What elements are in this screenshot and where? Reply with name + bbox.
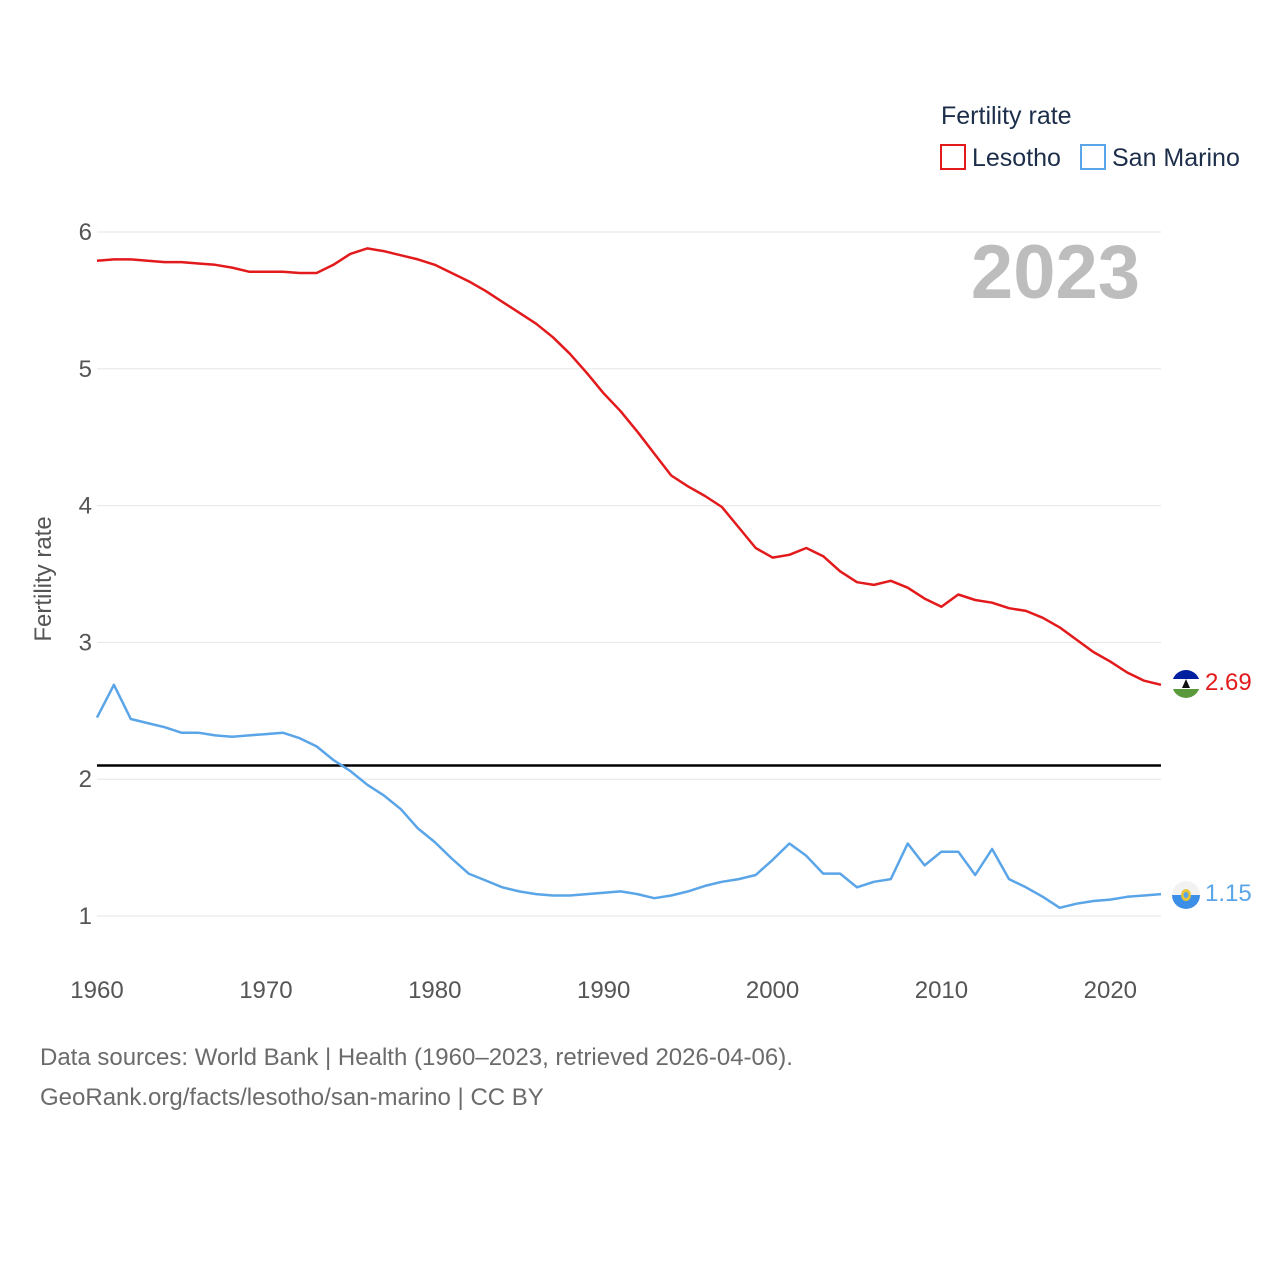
lesotho-flag-icon (1172, 670, 1200, 698)
x-tick-label-2000: 2000 (746, 977, 799, 1004)
x-tick-label-1990: 1990 (577, 977, 630, 1004)
fertility-line-chart: Fertility rate Lesotho San Marino Fertil… (30, 102, 1252, 1004)
y-tick-label-1: 1 (79, 903, 92, 930)
x-tick-label-2010: 2010 (915, 977, 968, 1004)
year-label: 2023 (971, 230, 1140, 315)
y-tick-label-2: 2 (79, 766, 92, 793)
y-tick-label-4: 4 (79, 493, 92, 520)
legend-title: Fertility rate (941, 102, 1072, 130)
x-tick-label-1960: 1960 (70, 977, 123, 1004)
legend-label-lesotho: Lesotho (972, 144, 1061, 172)
series-line-san-marino (95, 683, 1162, 910)
source-line-1: Data sources: World Bank | Health (1960–… (40, 1044, 793, 1071)
san-marino-flag-icon (1172, 881, 1200, 909)
x-axis-ticks: 1960 1970 1980 1990 2000 2010 2020 (70, 977, 1137, 1004)
legend-item-san-marino[interactable]: San Marino (1080, 144, 1240, 172)
y-axis-ticks: 1 2 3 4 5 6 (79, 219, 92, 930)
legend-label-san-marino: San Marino (1112, 144, 1240, 172)
x-tick-label-2020: 2020 (1084, 977, 1137, 1004)
x-tick-label-1970: 1970 (239, 977, 292, 1004)
series-line-lesotho (96, 247, 1162, 687)
legend-swatch-lesotho (940, 144, 966, 170)
end-value-san-marino: 1.15 (1205, 880, 1252, 907)
end-value-lesotho: 2.69 (1205, 669, 1252, 696)
legend-swatch-san-marino (1080, 144, 1106, 170)
x-tick-label-1980: 1980 (408, 977, 461, 1004)
y-axis-title: Fertility rate (30, 516, 57, 641)
y-tick-label-6: 6 (79, 219, 92, 246)
series-lines (95, 247, 1162, 910)
y-tick-label-3: 3 (79, 629, 92, 656)
y-tick-label-5: 5 (79, 356, 92, 383)
gridlines (97, 231, 1161, 917)
source-link[interactable]: GeoRank.org/facts/lesotho/san-marino | C… (40, 1084, 544, 1111)
legend-item-lesotho[interactable]: Lesotho (940, 144, 1061, 172)
